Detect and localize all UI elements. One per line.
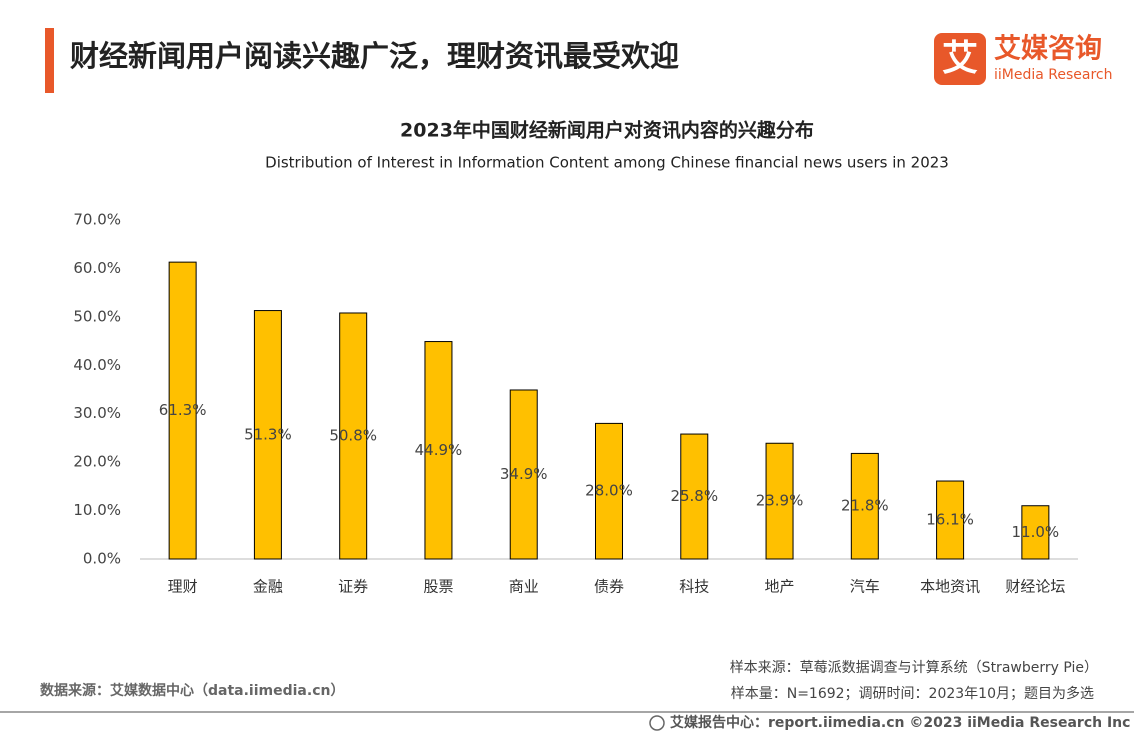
y-tick-label: 20.0% — [73, 453, 121, 471]
x-tick-label: 地产 — [765, 578, 795, 596]
y-tick-label: 70.0% — [73, 211, 121, 229]
x-tick-label: 本地资讯 — [920, 578, 980, 596]
value-label: 21.8% — [841, 497, 889, 515]
x-tick-label: 证券 — [338, 578, 368, 596]
sample-source: 样本来源：草莓派数据调查与计算系统（Strawberry Pie） — [730, 660, 1098, 676]
y-tick-label: 30.0% — [73, 404, 121, 422]
value-label: 25.8% — [670, 487, 718, 505]
y-tick-label: 40.0% — [73, 356, 121, 374]
bar — [765, 442, 794, 560]
logo-english: iiMedia Research — [994, 67, 1113, 83]
x-tick-label: 财经论坛 — [1005, 578, 1065, 596]
y-tick-label: 60.0% — [73, 259, 121, 277]
y-tick-label: 50.0% — [73, 307, 121, 325]
bar — [509, 389, 538, 560]
x-tick-label: 债券 — [594, 578, 624, 596]
bar — [253, 310, 282, 560]
bar — [339, 312, 368, 560]
x-tick-label: 理财 — [168, 578, 198, 596]
bar — [850, 452, 879, 560]
bar — [424, 341, 453, 560]
bar — [936, 480, 965, 560]
value-label: 23.9% — [756, 492, 804, 510]
page-title: 财经新闻用户阅读兴趣广泛，理财资讯最受欢迎 — [70, 39, 679, 73]
value-label: 16.1% — [926, 511, 974, 529]
bar — [1021, 505, 1050, 560]
logo-name: 艾媒咨询 — [994, 33, 1102, 65]
x-tick-label: 金融 — [253, 578, 283, 596]
chart-subtitle: Distribution of Interest in Information … — [265, 154, 949, 172]
bar — [595, 422, 623, 560]
value-label: 44.9% — [415, 441, 463, 459]
footer-text: 艾媒报告中心：report.iimedia.cn ©2023 iiMedia R… — [670, 714, 1130, 731]
logo-icon — [934, 33, 986, 85]
bar — [680, 433, 709, 560]
x-tick-label: 商业 — [509, 578, 539, 596]
bar — [168, 261, 197, 560]
value-label: 34.9% — [500, 465, 548, 483]
y-tick-label: 10.0% — [73, 501, 121, 519]
chart-title: 2023年中国财经新闻用户对资讯内容的兴趣分布 — [400, 119, 814, 142]
x-tick-label: 汽车 — [850, 578, 880, 596]
value-label: 28.0% — [585, 482, 633, 500]
source-note: 数据来源：艾媒数据中心（data.iimedia.cn） — [40, 682, 344, 699]
x-tick-label: 股票 — [423, 578, 453, 596]
footer-globe — [649, 715, 665, 731]
title-accent — [45, 28, 54, 93]
value-label: 61.3% — [159, 401, 207, 419]
x-tick-label: 科技 — [679, 578, 709, 596]
y-tick-label: 0.0% — [83, 550, 121, 568]
value-label: 51.3% — [244, 425, 292, 443]
value-label: 50.8% — [329, 426, 377, 444]
sample-size: 样本量：N=1692；调研时间：2023年10月；题目为多选 — [731, 685, 1094, 702]
value-label: 11.0% — [1012, 523, 1060, 541]
logo-glyph: 艾 — [942, 38, 978, 79]
